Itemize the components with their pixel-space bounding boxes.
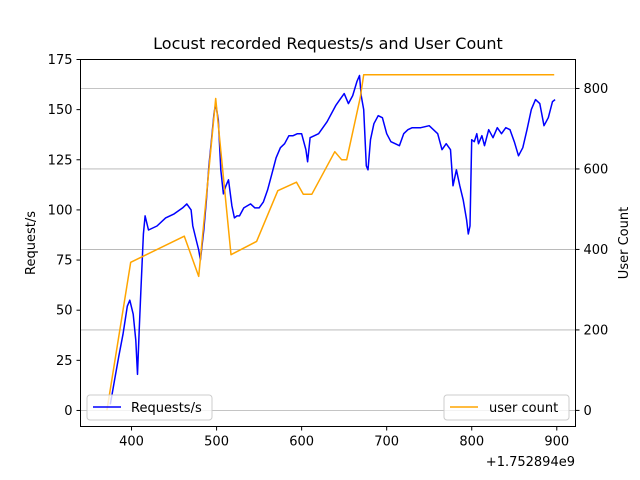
y-axis-left: 0 25 50 75 100 125 150 175 (48, 53, 81, 419)
y-axis-right: 0 200 400 600 800 (575, 82, 609, 419)
x-tick-label: 500 (204, 435, 229, 450)
y2-axis-label: User Count (617, 207, 632, 279)
y-tick-label: 50 (56, 304, 73, 319)
series-layer (106, 74, 556, 411)
y2-tick-label: 600 (584, 162, 609, 177)
x-tick-label: 800 (459, 435, 484, 450)
y-tick-label: 0 (64, 404, 72, 419)
y-tick-label: 75 (56, 254, 73, 269)
x-tick-label: 700 (374, 435, 399, 450)
legend-requests-frame (86, 394, 213, 421)
y2-tick-label: 200 (584, 323, 609, 338)
y2-tick-label: 0 (584, 404, 592, 419)
y2-tick-label: 800 (584, 82, 609, 97)
x-axis: 400 500 600 700 800 900 (119, 426, 569, 450)
legend-user-count: user count (443, 394, 570, 421)
y-tick-label: 175 (48, 53, 73, 68)
x-tick-label: 400 (119, 435, 144, 450)
series-user-count-line (106, 74, 555, 411)
chart-title: Locust recorded Requests/s and User Coun… (153, 34, 503, 53)
legend-requests-label: Requests/s (131, 401, 202, 416)
plot-frame (80, 59, 576, 427)
x-tick-label: 900 (544, 435, 569, 450)
grid-layer (80, 88, 576, 411)
y-tick-label: 100 (48, 203, 73, 218)
y-axis-label: Request/s (24, 211, 39, 275)
series-requests-line (109, 74, 556, 405)
y2-tick-label: 400 (584, 243, 609, 258)
x-offset-label: +1.752894e9 (486, 455, 575, 470)
y-tick-label: 125 (48, 153, 73, 168)
legend-user-count-label: user count (489, 401, 558, 416)
x-tick-label: 600 (289, 435, 314, 450)
legend-user-count-frame (443, 394, 570, 421)
y-tick-label: 25 (56, 354, 73, 369)
legend-requests: Requests/s (86, 394, 213, 421)
y-tick-label: 150 (48, 103, 73, 118)
